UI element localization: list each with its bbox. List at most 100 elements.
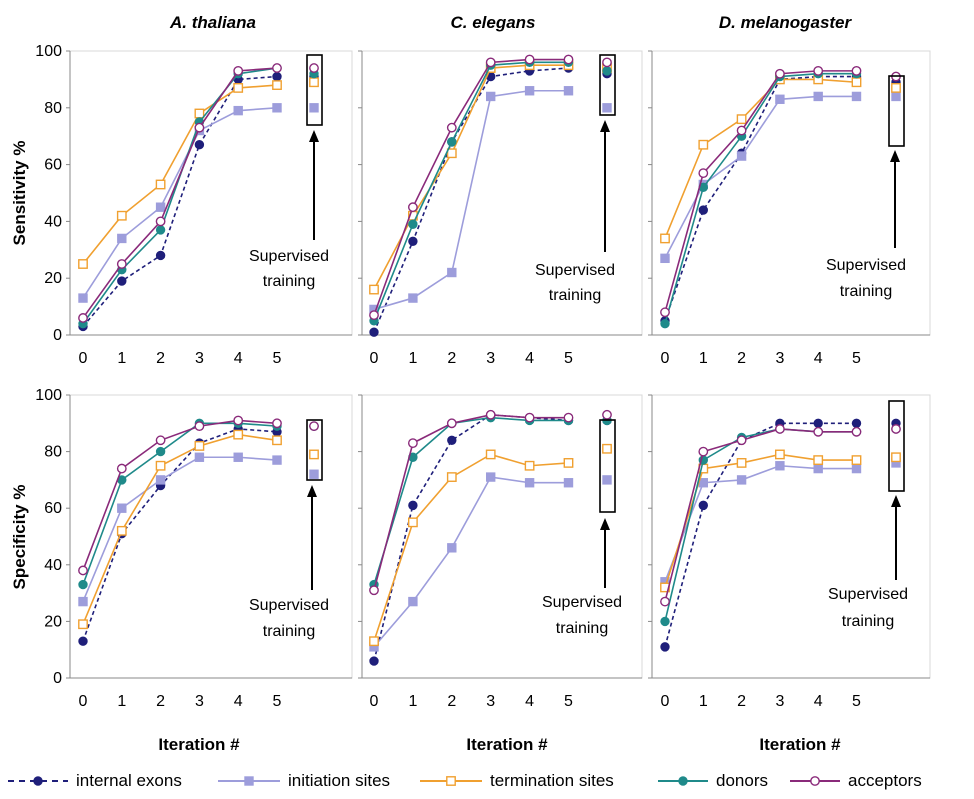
data-point bbox=[813, 91, 823, 102]
data-point bbox=[78, 259, 88, 269]
legend-label: termination sites bbox=[490, 771, 614, 790]
series-line bbox=[664, 75, 857, 322]
y-tick-label: 60 bbox=[44, 500, 62, 517]
data-point bbox=[851, 77, 862, 88]
data-point bbox=[775, 68, 785, 79]
data-point bbox=[447, 543, 457, 553]
series-line bbox=[664, 72, 857, 324]
legend-label: donors bbox=[716, 771, 768, 790]
data-point bbox=[309, 103, 319, 113]
x-tick-label: 0 bbox=[79, 693, 88, 710]
data-point bbox=[446, 148, 457, 159]
legend-item: termination sites bbox=[420, 771, 614, 790]
legend-item: donors bbox=[658, 771, 768, 790]
data-point bbox=[851, 91, 862, 102]
data-point bbox=[602, 57, 612, 68]
data-point bbox=[602, 475, 612, 485]
series-line bbox=[664, 428, 857, 602]
y-tick-label: 40 bbox=[44, 213, 62, 230]
data-point bbox=[602, 103, 612, 113]
series-line bbox=[82, 422, 278, 585]
x-tick-label: 2 bbox=[737, 350, 746, 367]
annotation-label: training bbox=[556, 620, 608, 637]
annotation-label: training bbox=[263, 273, 315, 290]
data-point bbox=[408, 219, 418, 229]
data-point bbox=[602, 409, 612, 420]
series-line bbox=[373, 413, 569, 662]
data-point bbox=[660, 616, 670, 627]
data-point bbox=[78, 619, 88, 630]
data-point bbox=[408, 236, 418, 246]
data-point bbox=[851, 426, 862, 437]
x-tick-label: 3 bbox=[195, 693, 204, 710]
x-tick-label: 0 bbox=[661, 350, 670, 367]
data-point bbox=[851, 455, 862, 465]
data-point bbox=[194, 421, 205, 432]
series-line bbox=[373, 58, 569, 316]
data-point bbox=[660, 233, 670, 244]
data-point bbox=[309, 63, 319, 73]
data-point bbox=[813, 463, 823, 474]
supervised-box bbox=[306, 54, 323, 126]
annotation-label: Supervised bbox=[542, 594, 622, 611]
series-line bbox=[373, 89, 569, 311]
annotation-label: training bbox=[549, 287, 601, 304]
chart-panel: 0 20 40 60 80 100 0 1 2 3 4 5 Supervised training bbox=[35, 43, 353, 367]
x-tick-label: 1 bbox=[699, 350, 708, 367]
chart-panel: 0 1 2 3 4 5 Supervised training bbox=[648, 50, 931, 367]
data-point bbox=[272, 71, 282, 82]
series-line bbox=[373, 476, 569, 648]
y-axis-label: Sensitivity % bbox=[10, 141, 29, 246]
x-tick-label: 0 bbox=[661, 693, 670, 710]
data-point bbox=[813, 455, 824, 465]
y-axis-label: Specificity % bbox=[10, 485, 29, 590]
data-point bbox=[155, 460, 166, 471]
data-point bbox=[233, 429, 244, 440]
data-point bbox=[369, 636, 379, 647]
data-point bbox=[891, 424, 901, 434]
y-tick-label: 0 bbox=[53, 670, 62, 687]
data-point bbox=[524, 478, 535, 488]
arrow-head bbox=[600, 518, 610, 530]
y-tick-label: 20 bbox=[44, 613, 62, 630]
x-tick-label: 1 bbox=[699, 693, 708, 710]
data-point bbox=[309, 421, 319, 432]
data-point bbox=[563, 86, 574, 96]
supervised-box bbox=[888, 400, 905, 492]
data-point bbox=[244, 776, 254, 786]
data-point bbox=[602, 443, 612, 454]
x-tick-label: 4 bbox=[525, 350, 534, 367]
data-point bbox=[524, 412, 535, 423]
data-point bbox=[775, 449, 785, 460]
annotation-label: Supervised bbox=[826, 257, 906, 274]
supervised-box bbox=[888, 75, 905, 147]
legend-item: internal exons bbox=[8, 771, 182, 790]
data-point bbox=[408, 517, 418, 528]
annotation-label: training bbox=[842, 613, 894, 630]
data-point bbox=[369, 327, 379, 337]
data-point bbox=[117, 503, 127, 513]
data-point bbox=[194, 140, 205, 150]
data-point bbox=[233, 415, 244, 426]
x-tick-label: 5 bbox=[852, 350, 861, 367]
annotation-label: Supervised bbox=[535, 262, 615, 279]
data-point bbox=[272, 63, 282, 73]
supervised-box bbox=[306, 419, 323, 481]
data-point bbox=[78, 313, 88, 323]
data-point bbox=[485, 409, 496, 420]
data-point bbox=[446, 776, 456, 786]
y-tick-label: 60 bbox=[44, 157, 62, 174]
arrow-head bbox=[307, 485, 317, 497]
x-tick-label: 3 bbox=[486, 693, 495, 710]
data-point bbox=[736, 475, 747, 485]
y-tick-label: 0 bbox=[53, 327, 62, 344]
legend-item: initiation sites bbox=[218, 771, 390, 790]
data-point bbox=[563, 458, 574, 468]
data-point bbox=[447, 267, 457, 278]
x-tick-label: 3 bbox=[775, 693, 784, 710]
data-point bbox=[891, 83, 901, 93]
data-point bbox=[194, 108, 205, 119]
x-tick-label: 2 bbox=[156, 350, 165, 367]
data-point bbox=[155, 250, 166, 261]
x-tick-label: 0 bbox=[79, 350, 88, 367]
